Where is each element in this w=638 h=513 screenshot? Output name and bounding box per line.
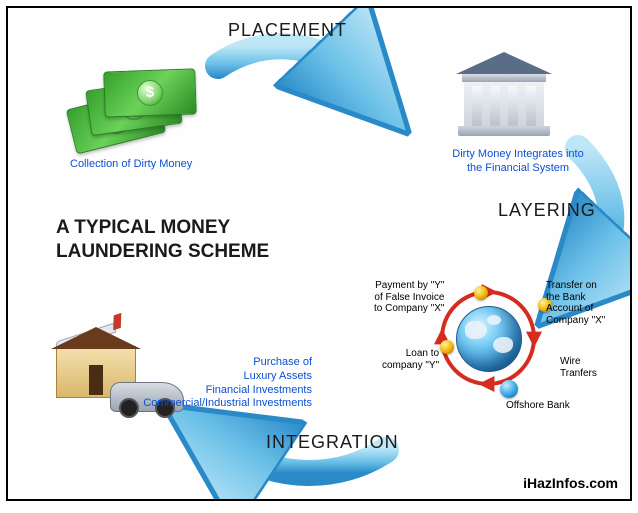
cycle-label-offshore: Offshore Bank	[506, 400, 570, 412]
layering-cycle-arrows	[8, 8, 630, 499]
gold-orb-icon	[440, 340, 454, 354]
gold-orb-icon	[474, 286, 488, 300]
offshore-bank-orb-icon	[500, 380, 518, 398]
cycle-label-transfer: Transfer on the Bank Account of Company …	[546, 280, 605, 326]
source-credit: iHazInfos.com	[523, 475, 618, 491]
diagram-frame: PLACEMENT LAYERING INTEGRATION A TYPICAL…	[6, 6, 632, 501]
globe-icon	[456, 306, 522, 372]
caption-purchase: Purchase of Luxury Assets Financial Inve…	[122, 356, 312, 411]
cycle-label-false-invoice: Payment by "Y" of False Invoice to Compa…	[374, 280, 444, 315]
cycle-label-wire: Wire Tranfers	[560, 356, 597, 379]
cycle-label-loan: Loan to company "Y"	[382, 348, 439, 371]
